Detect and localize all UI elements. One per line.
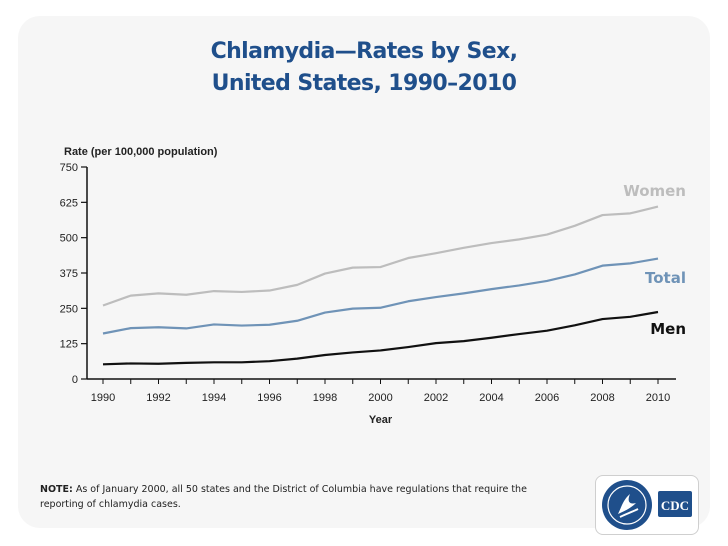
y-tick-label: 750 [60,162,78,174]
x-axis-label: Year [369,414,393,426]
y-axis-label: Rate (per 100,000 population) [64,146,218,158]
x-tick-label: 1998 [313,392,337,404]
cdc-logo: CDC [595,475,699,535]
x-tick-label: 2002 [424,392,448,404]
series-line-men [102,310,659,366]
x-tick-label: 1996 [257,392,281,404]
y-tick-label: 500 [60,233,78,245]
series-label-women: Women [623,182,686,200]
x-tick-label: 1990 [91,392,115,404]
y-tick-label: 250 [60,303,78,315]
x-tick-label: 1992 [146,392,170,404]
series-label-total: Total [645,269,686,287]
footnote-text: As of January 2000, all 50 states and th… [40,484,527,510]
chart-title-line-2: United States, 1990–2010 [211,71,517,96]
cdc-badge [658,491,692,517]
x-tick-label: 2010 [646,392,670,404]
x-tick-label: 1994 [202,392,226,404]
chart-title-line-1: Chlamydia—Rates by Sex, [210,39,518,64]
series-label-men: Men [650,320,686,338]
series-line-total [102,257,659,335]
x-tick-label: 2000 [368,392,392,404]
x-tick-label: 2008 [590,392,614,404]
x-tick-label: 2004 [479,392,503,404]
y-tick-label: 375 [60,268,78,280]
y-tick-label: 125 [60,339,78,351]
x-tick-label: 2006 [535,392,559,404]
cdc-logo-text: CDC [661,498,689,513]
y-tick-label: 0 [72,374,78,386]
content-panel [18,16,710,528]
hhs-eagle-icon: CDC [602,480,692,530]
series-line-women [102,205,659,307]
y-tick-label: 625 [60,197,78,209]
footnote-label: NOTE: [40,484,73,495]
footnote: NOTE: As of January 2000, all 50 states … [40,482,540,512]
